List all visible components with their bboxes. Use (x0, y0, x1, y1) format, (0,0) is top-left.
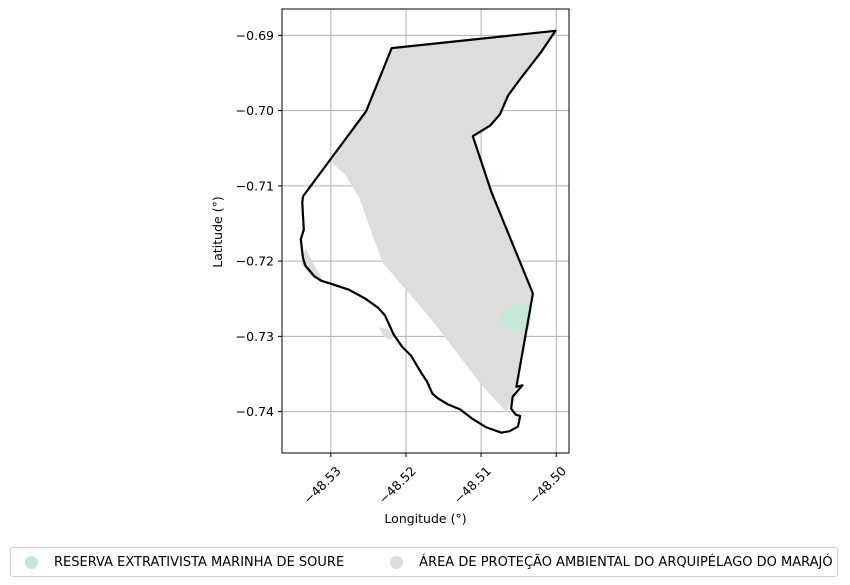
x-axis-title: Longitude (°) (384, 511, 466, 526)
legend: RESERVA EXTRATIVISTA MARINHA DE SOURE ÁR… (10, 547, 838, 577)
area-polygon-1-1 (301, 248, 325, 281)
area-polygon-1-0 (330, 30, 556, 413)
x-tick-label-1: −48.52 (376, 463, 419, 506)
island-boundary (299, 29, 557, 434)
y-tick-label-3: −0.72 (236, 254, 274, 269)
y-tick-label-0: −0.69 (236, 28, 274, 43)
legend-item-reserva: RESERVA EXTRATIVISTA MARINHA DE SOURE (13, 555, 344, 570)
boundary-line (299, 29, 557, 434)
x-tick-label-2: −48.51 (451, 463, 494, 506)
legend-item-apa-marajo: ÁREA DE PROTEÇÃO AMBIENTAL DO ARQUIPÉLAG… (378, 554, 833, 570)
map-figure: −48.53 −48.52 −48.51 −48.50 −0.69 −0.70 −0.71 −… (210, 8, 570, 526)
legend-label-apa-marajo: ÁREA DE PROTEÇÃO AMBIENTAL DO ARQUIPÉLAG… (419, 554, 833, 570)
area-polygon-0-1 (476, 174, 483, 184)
x-tick-label-0: −48.53 (300, 463, 343, 506)
y-tick-label-5: −0.74 (236, 404, 274, 419)
area-polygon-0-0 (497, 301, 533, 331)
legend-swatch-reserva (25, 555, 38, 569)
y-tick-label-2: −0.71 (236, 178, 274, 193)
protected-area-layers (301, 30, 556, 413)
legend-label-reserva: RESERVA EXTRATIVISTA MARINHA DE SOURE (54, 554, 345, 570)
y-tick-label-4: −0.73 (236, 329, 274, 344)
area-polygon-1-2 (378, 327, 394, 341)
plot-frame (281, 8, 570, 454)
y-tick-label-1: −0.70 (236, 103, 274, 118)
legend-swatch-apa-marajo (390, 555, 404, 569)
x-tick-label-3: −48.50 (526, 463, 569, 506)
y-axis-title: Latitude (°) (210, 196, 225, 267)
